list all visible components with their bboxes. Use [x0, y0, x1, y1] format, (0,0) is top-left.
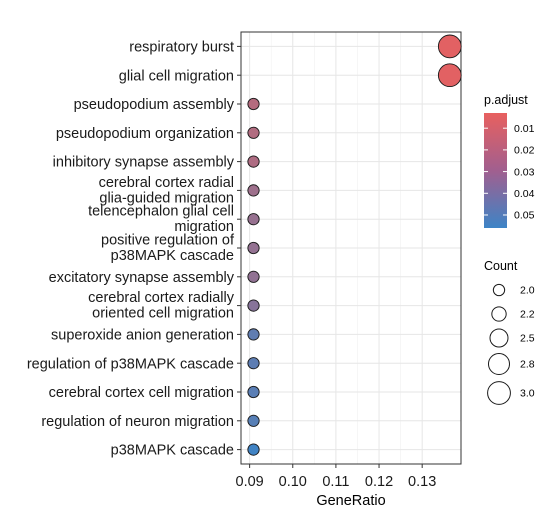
y-tick-label: inhibitory synapse assembly: [53, 155, 235, 171]
size-legend-label: 2.0: [520, 285, 535, 297]
size-legend-circle: [487, 381, 511, 405]
x-axis-title: GeneRatio: [316, 493, 385, 509]
color-legend-label: 0.05: [514, 210, 535, 222]
data-point: [247, 184, 260, 197]
data-point: [247, 241, 260, 255]
y-tick-label: pseudopodium organization: [56, 126, 234, 142]
x-tick-label: 0.13: [408, 474, 436, 490]
color-legend-bar: [484, 113, 507, 228]
y-tick-label: glial cell migration: [119, 68, 234, 84]
data-point: [247, 328, 260, 341]
size-legend-circle: [491, 306, 507, 322]
data-point: [437, 34, 462, 59]
data-point: [247, 213, 260, 226]
data-point: [247, 270, 260, 283]
data-point: [247, 357, 260, 370]
color-legend-label: 0.04: [514, 188, 535, 200]
y-tick-label: positive regulation of p38MAPK cascade: [101, 232, 235, 264]
color-legend-label: 0.02: [514, 145, 535, 157]
data-point: [247, 414, 260, 427]
size-legend-circle: [492, 283, 506, 297]
size-legend-label: 2.8: [520, 359, 535, 371]
y-tick-label: regulation of p38MAPK cascade: [27, 356, 234, 372]
color-legend-title: p.adjust: [484, 93, 528, 107]
size-legend-label: 3.0: [520, 388, 535, 400]
size-legend-title: Count: [484, 259, 518, 273]
data-point: [247, 385, 260, 399]
data-point: [247, 299, 260, 312]
size-legend-circle: [487, 352, 511, 376]
size-legend-label: 2.5: [520, 333, 535, 345]
y-tick-label: cerebral cortex radial glia-guided migrat…: [99, 175, 234, 207]
data-point: [247, 443, 260, 456]
y-tick-label: pseudopodium assembly: [74, 97, 235, 113]
x-tick-label: 0.10: [279, 474, 307, 490]
color-legend-label: 0.01: [514, 123, 535, 135]
y-tick-label: cerebral cortex radially oriented cell mi…: [88, 290, 235, 322]
data-point: [247, 97, 260, 111]
y-tick-label: telencephalon glial cell migration: [88, 204, 234, 236]
size-legend-label: 2.2: [520, 309, 535, 321]
y-tick-label: superoxide anion generation: [51, 327, 234, 343]
y-tick-label: regulation of neuron migration: [41, 414, 234, 430]
x-tick-label: 0.11: [322, 474, 349, 490]
data-point: [247, 126, 260, 139]
data-point: [437, 63, 462, 88]
data-point: [247, 155, 260, 168]
y-tick-label: cerebral cortex cell migration: [49, 385, 234, 401]
size-legend-circle: [489, 328, 509, 348]
y-tick-label: respiratory burst: [129, 39, 234, 55]
y-tick-label: excitatory synapse assembly: [49, 270, 235, 286]
x-tick-label: 0.09: [236, 474, 264, 490]
color-legend-label: 0.03: [514, 166, 535, 178]
y-tick-label: p38MAPK cascade: [111, 443, 234, 459]
x-tick-label: 0.12: [365, 474, 393, 490]
